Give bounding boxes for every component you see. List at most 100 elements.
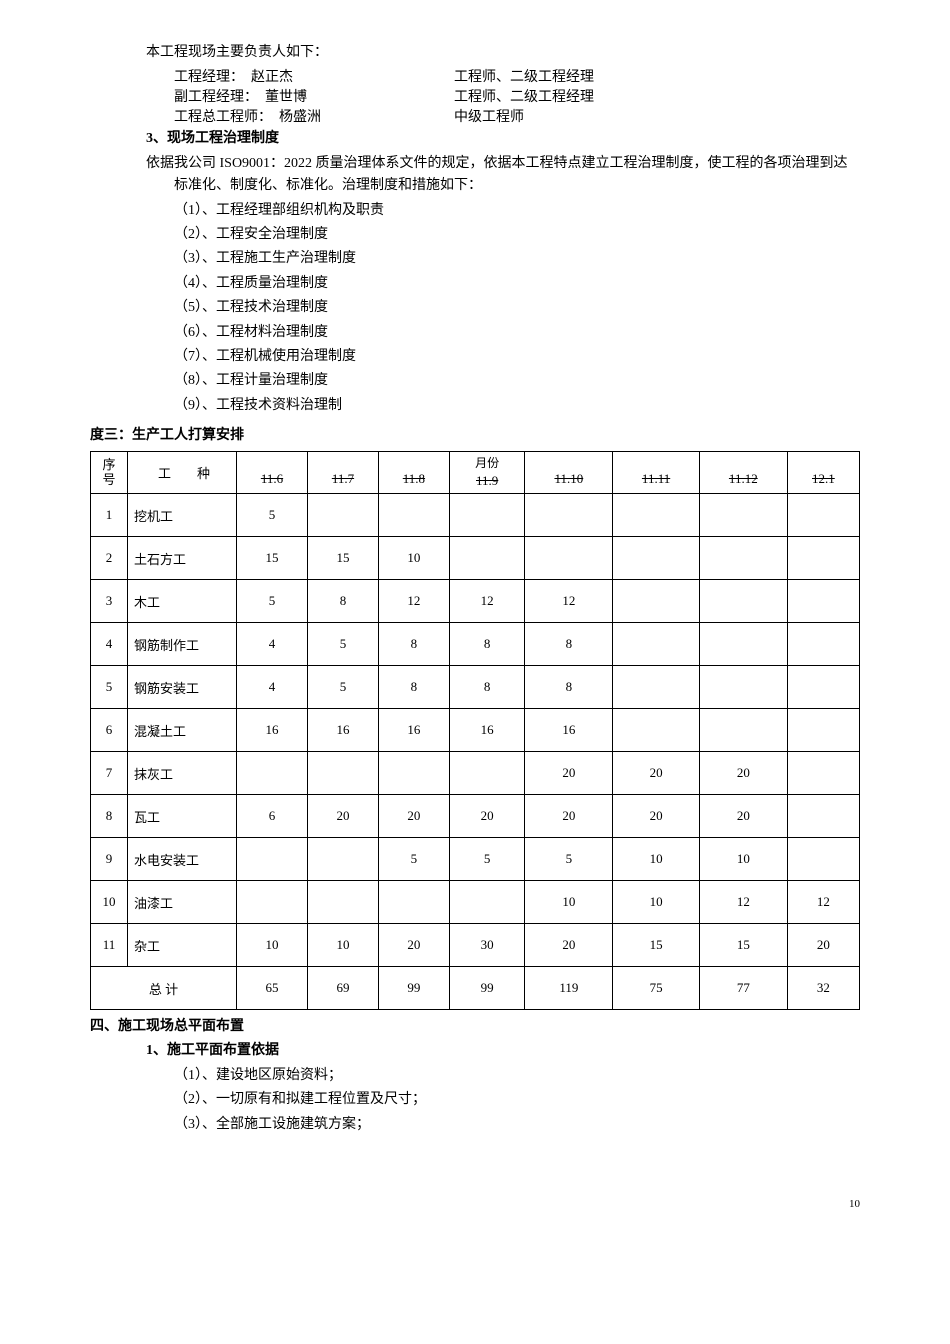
row-value: 20: [699, 752, 787, 795]
row-value: [699, 709, 787, 752]
row-value: [449, 537, 524, 580]
table-row: 10油漆工10101212: [91, 881, 860, 924]
row-value: [787, 537, 859, 580]
total-value: 69: [307, 967, 378, 1010]
row-type: 挖机工: [128, 494, 237, 537]
table-total-row: 总 计65699999119757732: [91, 967, 860, 1010]
table-row: 4钢筋制作工45888: [91, 623, 860, 666]
row-value: [787, 580, 859, 623]
row-seq: 6: [91, 709, 128, 752]
row-value: 8: [525, 666, 613, 709]
row-value: 5: [307, 666, 378, 709]
row-value: 15: [613, 924, 700, 967]
table-row: 2土石方工151510: [91, 537, 860, 580]
row-value: [613, 623, 700, 666]
col-type-header: 工 种: [128, 452, 237, 494]
row-value: 10: [613, 838, 700, 881]
row-value: 16: [378, 709, 449, 752]
personnel-row: 工程经理： 赵正杰工程师、二级工程经理: [174, 66, 860, 86]
month-header: 11.10: [525, 452, 613, 494]
row-value: 16: [449, 709, 524, 752]
row-value: [307, 838, 378, 881]
sec3-item: （6）、工程材料治理制度: [174, 322, 860, 344]
month-header: 月份11.9: [449, 452, 524, 494]
row-value: [237, 881, 308, 924]
row-value: 20: [525, 795, 613, 838]
row-type: 钢筋安装工: [128, 666, 237, 709]
row-value: [449, 752, 524, 795]
table-row: 9水电安装工5551010: [91, 838, 860, 881]
month-header: 11.8: [378, 452, 449, 494]
row-value: [378, 494, 449, 537]
month-header: 12.1: [787, 452, 859, 494]
row-value: 15: [237, 537, 308, 580]
row-value: [378, 752, 449, 795]
row-seq: 8: [91, 795, 128, 838]
row-value: 20: [378, 795, 449, 838]
sec3-item: （3）、工程施工生产治理制度: [174, 248, 860, 270]
row-value: 10: [613, 881, 700, 924]
month-header: 11.6: [237, 452, 308, 494]
row-value: 10: [237, 924, 308, 967]
row-value: [307, 752, 378, 795]
row-value: [525, 537, 613, 580]
total-value: 75: [613, 967, 700, 1010]
table-row: 5钢筋安装工45888: [91, 666, 860, 709]
row-value: [787, 666, 859, 709]
row-value: 10: [525, 881, 613, 924]
row-value: 16: [525, 709, 613, 752]
row-type: 混凝土工: [128, 709, 237, 752]
row-value: [787, 838, 859, 881]
table-row: 1挖机工5: [91, 494, 860, 537]
row-value: 20: [613, 795, 700, 838]
row-value: 20: [378, 924, 449, 967]
row-value: [525, 494, 613, 537]
worker-plan-table: 序号工 种11.611.711.8月份11.911.1011.1111.1212…: [90, 451, 860, 1010]
row-value: [237, 752, 308, 795]
sec3-item: （5）、工程技术治理制度: [174, 297, 860, 319]
table-row: 11杂工1010203020151520: [91, 924, 860, 967]
row-type: 抹灰工: [128, 752, 237, 795]
row-value: [699, 580, 787, 623]
row-type: 杂工: [128, 924, 237, 967]
sec4-item: （1）、建设地区原始资料；: [174, 1065, 860, 1087]
row-value: 16: [237, 709, 308, 752]
row-value: 5: [237, 580, 308, 623]
total-value: 65: [237, 967, 308, 1010]
row-type: 瓦工: [128, 795, 237, 838]
sec3-item: （1）、工程经理部组织机构及职责: [174, 200, 860, 222]
sec3-item: （8）、工程计量治理制度: [174, 370, 860, 392]
row-value: [449, 881, 524, 924]
row-value: 20: [613, 752, 700, 795]
row-seq: 7: [91, 752, 128, 795]
row-value: 5: [237, 494, 308, 537]
sec4-sub: 1、施工平面布置依据: [146, 1040, 860, 1062]
row-seq: 11: [91, 924, 128, 967]
row-type: 油漆工: [128, 881, 237, 924]
row-value: [787, 795, 859, 838]
row-seq: 9: [91, 838, 128, 881]
row-type: 木工: [128, 580, 237, 623]
row-value: 5: [307, 623, 378, 666]
sec3-heading: 3、现场工程治理制度: [146, 128, 860, 150]
month-header: 11.7: [307, 452, 378, 494]
total-value: 99: [378, 967, 449, 1010]
sec3-item: （2）、工程安全治理制度: [174, 224, 860, 246]
intro-line: 本工程现场主要负责人如下：: [146, 42, 860, 64]
sec4-heading: 四、施工现场总平面布置: [90, 1016, 860, 1038]
table-row: 3木工58121212: [91, 580, 860, 623]
row-seq: 4: [91, 623, 128, 666]
sec3-item: （4）、工程质量治理制度: [174, 273, 860, 295]
row-value: 20: [449, 795, 524, 838]
row-type: 水电安装工: [128, 838, 237, 881]
row-value: 12: [787, 881, 859, 924]
page-number: 10: [90, 1196, 860, 1214]
row-value: 8: [525, 623, 613, 666]
row-type: 钢筋制作工: [128, 623, 237, 666]
total-value: 99: [449, 967, 524, 1010]
row-value: 10: [699, 838, 787, 881]
row-value: 15: [699, 924, 787, 967]
row-value: 12: [449, 580, 524, 623]
table-heading: 度三：生产工人打算安排: [90, 425, 860, 447]
row-value: [699, 537, 787, 580]
